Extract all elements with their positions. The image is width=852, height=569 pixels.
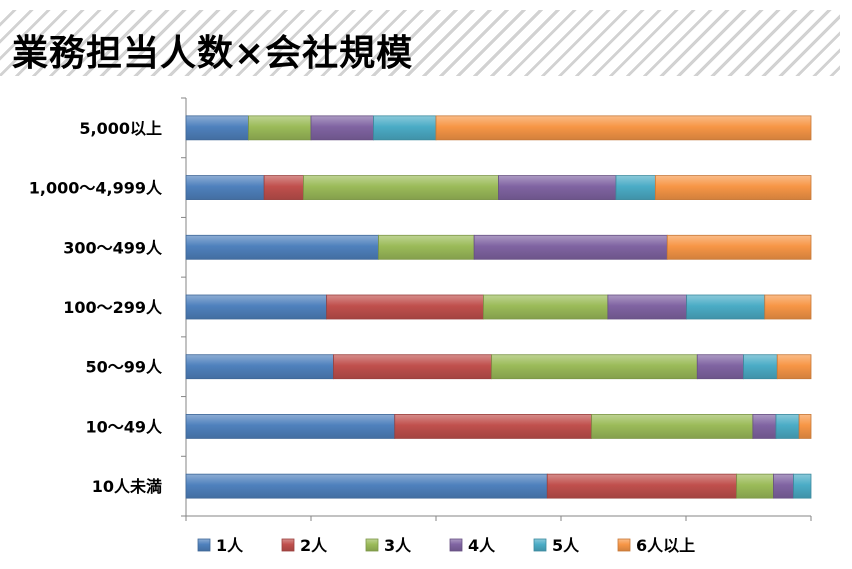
bar-segment <box>333 354 493 380</box>
category-label: 10～49人 <box>85 417 163 436</box>
bar-segment <box>773 473 794 499</box>
bar-segment <box>764 294 812 320</box>
bar-segment <box>378 234 475 260</box>
bar-segment <box>607 294 688 320</box>
bar-segment <box>326 294 484 320</box>
bar-segment <box>546 473 738 499</box>
category-label: 5,000以上 <box>79 119 162 138</box>
bar-segment <box>310 115 374 141</box>
legend-label: 2人 <box>300 536 328 555</box>
chart-title: 業務担当人数×会社規模 <box>12 33 414 74</box>
bar-segment <box>185 414 396 439</box>
legend-label: 3人 <box>384 536 412 555</box>
bar-segment <box>185 115 249 141</box>
title-banner: 業務担当人数×会社規模 <box>0 10 840 76</box>
legend-label: 6人以上 <box>636 536 695 555</box>
category-label: 10人未満 <box>92 477 162 496</box>
legend-label: 4人 <box>468 536 496 555</box>
bar-segment <box>666 234 812 260</box>
bar-segment <box>263 175 304 200</box>
bar-segment <box>775 414 800 439</box>
category-label: 1,000～4,999人 <box>29 179 163 198</box>
bar-segment <box>185 354 334 380</box>
bar-segment <box>591 414 754 439</box>
bar-segment <box>491 354 698 380</box>
category-label: 300～499人 <box>63 238 163 257</box>
bar-segment <box>696 354 744 380</box>
bar-segment <box>654 175 812 200</box>
bar-segment <box>793 473 812 499</box>
legend-swatch <box>449 538 463 552</box>
bar-segment <box>185 294 328 320</box>
legend-swatch <box>533 538 547 552</box>
bar-segment <box>185 234 379 260</box>
bar-segment <box>303 175 499 200</box>
legend-label: 1人 <box>216 536 244 555</box>
bar-segment <box>686 294 766 320</box>
bar-segment <box>743 354 778 380</box>
bar-segment <box>473 234 668 260</box>
legend-swatch <box>617 538 631 552</box>
bar-segment <box>798 414 812 439</box>
bar-segment <box>483 294 609 320</box>
bar-segment <box>736 473 774 499</box>
bar-segment <box>776 354 812 380</box>
bar-segment <box>615 175 656 200</box>
bar-segment <box>248 115 312 141</box>
bar-segment <box>498 175 617 200</box>
bar-segment <box>185 473 548 499</box>
bar-segment <box>752 414 777 439</box>
bar-segment <box>394 414 593 439</box>
legend-swatch <box>197 538 211 552</box>
bar-segment <box>373 115 437 141</box>
legend-swatch <box>365 538 379 552</box>
category-label: 50～99人 <box>85 358 163 377</box>
category-label: 100～299人 <box>63 298 163 317</box>
legend-label: 5人 <box>552 536 580 555</box>
bar-segment <box>435 115 812 141</box>
legend-swatch <box>281 538 295 552</box>
bar-segment <box>185 175 265 200</box>
